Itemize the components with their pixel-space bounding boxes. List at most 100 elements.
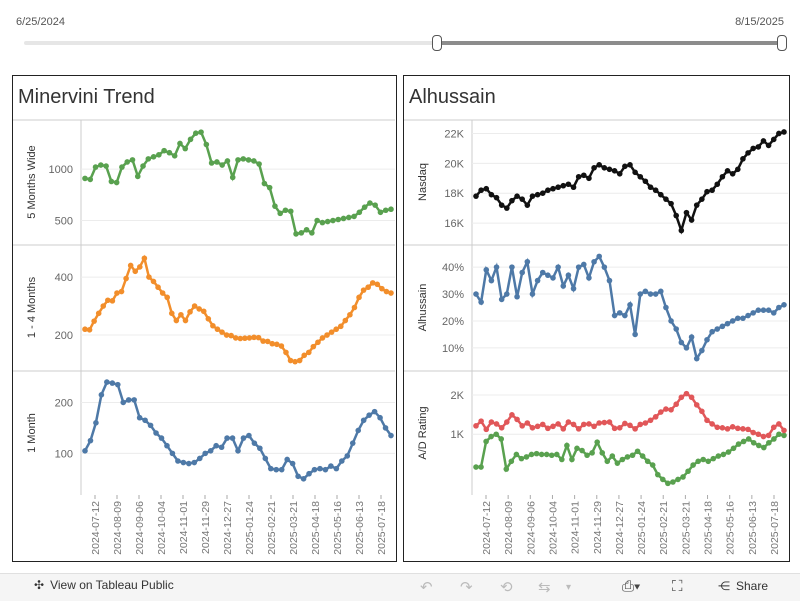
data-point [207,448,214,454]
data-point [632,169,638,176]
data-point [668,407,674,413]
data-point [776,421,782,427]
data-point [606,419,613,425]
data-point [591,258,597,265]
data-point [333,465,340,472]
data-point [141,255,148,262]
series-line-nasdaq-0 [475,130,785,235]
data-point [498,425,505,431]
range-end-label: 8/15/2025 [735,16,784,28]
data-point [652,414,659,420]
data-point [570,285,577,292]
data-point [337,323,344,330]
data-point [314,217,320,224]
data-point [168,310,175,317]
data-point [187,309,193,315]
data-point [360,417,367,424]
data-point [622,420,628,427]
data-point [565,181,572,188]
undo-icon[interactable]: ↶ [420,579,433,596]
data-point [755,431,762,438]
y-tick-label: 18K [444,188,464,200]
data-point [498,296,505,303]
download-icon[interactable]: ⎙▾ [622,578,641,595]
revert-icon[interactable]: ⟲ [500,579,513,596]
fullscreen-icon[interactable]: ⛶ [672,578,683,595]
data-point [591,165,597,171]
redo-icon[interactable]: ↷ [460,579,473,596]
data-point [150,278,157,285]
data-point [296,357,303,364]
data-point [693,355,700,362]
y-tick-label: 200 [55,330,73,342]
data-point [559,456,565,463]
data-point [639,453,646,459]
refresh-icon[interactable]: ⇆ [538,579,551,596]
x-tick-label: 2025-06-13 [354,501,366,555]
x-tick-label: 2025-04-18 [310,501,322,555]
data-point [478,299,484,305]
pause-dropdown-icon[interactable]: ▾ [566,582,572,593]
data-point [629,452,636,459]
data-point [534,191,541,198]
data-point [581,261,587,268]
data-point [169,450,176,457]
data-point [715,453,722,459]
data-point [776,431,782,438]
data-point [688,217,695,223]
data-point [388,432,394,439]
data-point [198,129,204,135]
x-tick-label: 2024-12-27 [614,501,626,555]
range-start-handle[interactable] [432,35,442,51]
data-point [724,168,731,174]
data-point [509,197,515,204]
data-point [637,421,644,428]
data-point [637,173,644,180]
data-point [164,294,171,301]
data-point [560,283,567,289]
data-point [382,207,389,214]
minervini-trend-title: Minervini Trend [18,86,155,108]
data-point [367,200,373,206]
data-point [634,448,641,455]
data-point [266,184,273,191]
date-range-slider[interactable] [24,41,786,45]
data-point [333,326,339,333]
data-point [719,323,726,330]
data-point [596,162,602,168]
range-end-handle[interactable] [777,35,787,51]
view-on-tableau-link[interactable]: ✣ View on Tableau Public [34,578,174,592]
x-tick-label: 2024-11-01 [570,501,582,554]
data-point [360,287,367,293]
data-point [642,288,649,295]
data-point [136,414,143,421]
data-point [498,436,505,442]
data-point [528,451,535,458]
data-point [663,406,669,412]
y-axis-title: 5 Months Wide [26,145,38,218]
data-point [328,329,335,335]
data-point [596,253,602,260]
share-button[interactable]: ⋲ Share [718,579,768,593]
data-point [766,439,772,446]
data-point [729,424,736,430]
data-point [192,130,199,136]
x-tick-label: 2024-10-04 [156,501,168,555]
y-axis-title: Alhussain [417,284,429,332]
data-point [690,462,696,468]
data-point [589,450,595,456]
y-tick-label: 1K [451,429,465,441]
share-label: Share [735,579,768,593]
data-point [740,438,747,445]
data-point [315,339,321,346]
data-point [123,275,129,282]
data-point [104,379,110,385]
data-point [539,421,546,428]
data-point [704,417,710,424]
data-point [200,308,207,315]
tableau-toolbar: ✣ View on Tableau Public ↶ ↷ ⟲ ⇆ ▾ ⎙▾ ⛶ … [0,573,800,601]
data-point [483,267,490,273]
data-point [388,206,394,213]
data-point [700,456,707,463]
data-point [377,414,383,421]
